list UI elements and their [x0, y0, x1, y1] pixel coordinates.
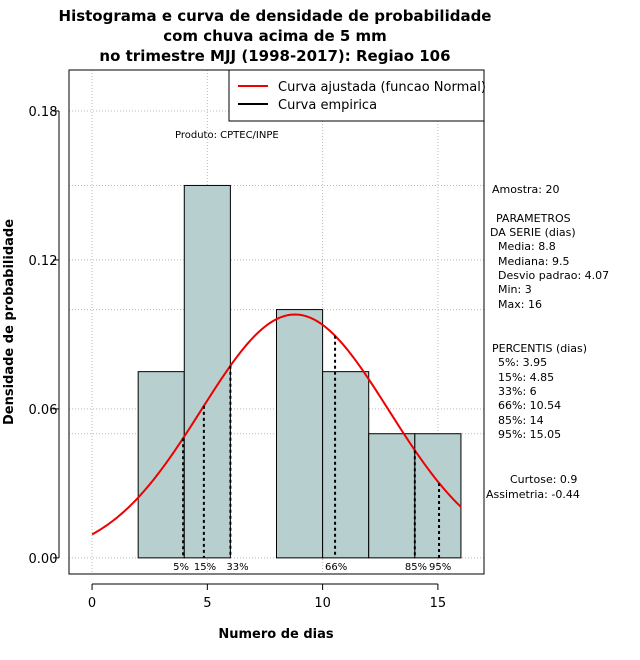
stat-curtose: Curtose: 0.9 — [510, 473, 577, 486]
histogram-bar-1 — [183, 184, 231, 559]
percentile-label-0: 5% — [173, 562, 189, 573]
percentile-label-3: 66% — [325, 562, 347, 573]
stat-amostra: Amostra: 20 — [492, 183, 559, 196]
x-tick-label-2: 10 — [314, 596, 331, 611]
y-tick-label-1: 0.06 — [29, 403, 58, 418]
stat-mediana: Mediana: 9.5 — [498, 255, 569, 268]
normal-fit-curve — [91, 313, 462, 536]
histogram-bar-3 — [276, 309, 324, 559]
y-tick-label-0: 0.00 — [29, 552, 58, 567]
x-tick-label-0: 0 — [88, 596, 96, 611]
stat-min: Min: 3 — [498, 283, 532, 296]
axes-layer: 0 5 10 15 0.00 0.06 0.12 0.18 — [29, 105, 447, 611]
y-tick-label-2: 0.12 — [29, 254, 58, 269]
stat-desvio: Desvio padrao: 4.07 — [498, 269, 609, 282]
legend-label-empirical: Curva empirica — [278, 98, 377, 113]
legend-box — [228, 69, 485, 122]
chart-title-line-3: no trimestre MJJ (1998-2017): Regiao 106 — [99, 47, 450, 65]
stat-param-title-2: DA SERIE (dias) — [490, 226, 576, 239]
percentile-label-4: 85% — [405, 562, 427, 573]
x-tick-label-3: 15 — [430, 596, 447, 611]
percentile-label-2: 33% — [226, 562, 248, 573]
stat-p33: 33%: 6 — [498, 385, 537, 398]
legend-label-fitted: Curva ajustada (funcao Normal) — [278, 80, 486, 95]
x-axis-title: Numero de dias — [218, 627, 334, 642]
stat-p5: 5%: 3.95 — [498, 356, 547, 369]
y-tick-label-3: 0.18 — [29, 105, 58, 120]
stat-p15: 15%: 4.85 — [498, 371, 554, 384]
stat-max: Max: 16 — [498, 298, 542, 311]
stat-p85: 85%: 14 — [498, 414, 544, 427]
y-axis-title: Densidade de probabilidade — [2, 219, 17, 425]
x-tick-label-1: 5 — [203, 596, 211, 611]
stat-param-title-1: PARAMETROS — [496, 212, 571, 225]
bars-layer — [137, 184, 462, 559]
percentile-layer: 5% 15% 33% 66% 85% 95% — [173, 335, 451, 573]
chart-title-line-1: Histograma e curva de densidade de proba… — [59, 7, 492, 25]
product-annotation: Produto: CPTEC/INPE — [175, 130, 279, 141]
stat-p95: 95%: 15.05 — [498, 428, 561, 441]
curve-layer — [91, 313, 462, 536]
percentile-label-5: 95% — [429, 562, 451, 573]
stat-percentis-title: PERCENTIS (dias) — [492, 342, 587, 355]
histogram-bar-5 — [368, 433, 416, 559]
stat-p66: 66%: 10.54 — [498, 399, 561, 412]
histogram-bar-0 — [137, 371, 185, 559]
chart-title-line-2: com chuva acima de 5 mm — [163, 27, 387, 45]
stats-panel: Amostra: 20 PARAMETROS DA SERIE (dias) M… — [486, 183, 609, 501]
histogram-bar-4 — [322, 371, 370, 559]
stat-media: Media: 8.8 — [498, 240, 556, 253]
percentile-label-1: 15% — [194, 562, 216, 573]
legend: Curva ajustada (funcao Normal) Curva emp… — [228, 69, 486, 122]
stat-assimetria: Assimetria: -0.44 — [486, 488, 580, 501]
histogram-bar-6 — [414, 433, 462, 559]
